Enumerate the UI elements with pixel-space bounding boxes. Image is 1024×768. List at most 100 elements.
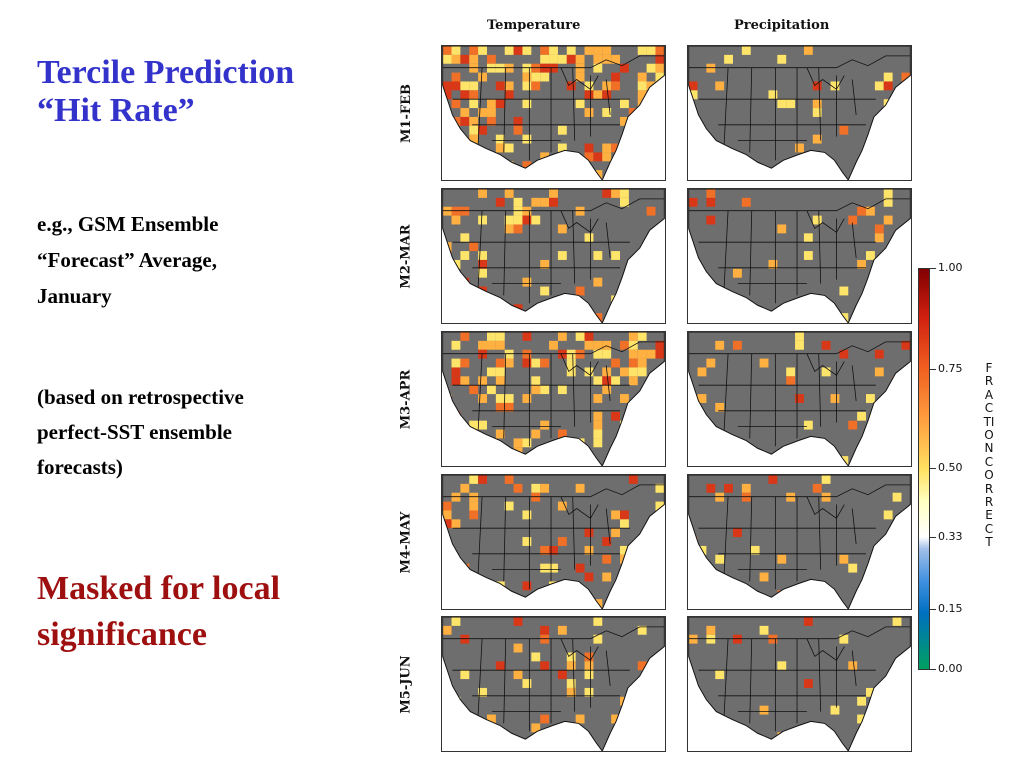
masked-line-2: significance — [37, 616, 207, 653]
map-precipitation-m1 — [687, 45, 912, 181]
hit-rate-cell — [522, 332, 532, 341]
hit-rate-cell — [803, 617, 813, 626]
state-border — [503, 496, 507, 582]
hit-rate-cell — [732, 340, 742, 350]
hit-rate-cell — [513, 197, 523, 207]
hit-rate-cell — [637, 46, 647, 55]
hit-rate-cell — [637, 152, 647, 162]
hit-rate-cell — [830, 81, 840, 91]
hit-rate-cell — [777, 590, 787, 600]
hit-rate-cell — [495, 322, 505, 323]
hit-rate-cell — [901, 268, 911, 278]
hit-rate-cell — [442, 465, 452, 466]
masked-note: Masked for local significance — [37, 566, 357, 658]
hit-rate-cell — [637, 625, 647, 635]
hit-rate-cell — [486, 179, 496, 180]
hit-rate-cell — [540, 259, 550, 269]
hit-rate-cell — [602, 90, 612, 100]
hit-rate-cell — [593, 90, 603, 100]
state-border — [806, 67, 845, 90]
hit-rate-cell — [451, 519, 461, 529]
state-border — [477, 496, 483, 574]
state-border — [503, 67, 507, 153]
hit-rate-cell — [901, 72, 911, 82]
hit-rate-cell — [741, 197, 751, 207]
hit-rate-cell — [706, 625, 716, 635]
hit-rate-cell — [575, 206, 585, 216]
hit-rate-cell — [655, 519, 665, 529]
hit-rate-cell — [451, 206, 461, 216]
hit-rate-cell — [460, 116, 470, 126]
coastline — [442, 189, 665, 323]
hit-rate-cell — [620, 197, 629, 207]
hit-rate-cell — [874, 608, 884, 609]
hit-rate-cell — [486, 456, 496, 466]
state-border — [572, 353, 576, 427]
hit-rate-cell — [866, 732, 875, 742]
hit-rate-cell — [883, 447, 893, 457]
state-border — [806, 210, 845, 233]
hit-rate-cell — [602, 340, 612, 350]
hit-rate-cell — [442, 179, 452, 180]
hit-rate-cell — [593, 179, 603, 180]
hit-rate-cell — [637, 367, 647, 377]
hit-rate-cell — [795, 332, 804, 341]
hit-rate-cell — [442, 447, 452, 457]
hit-rate-cell — [469, 723, 479, 733]
hit-rate-cell — [549, 46, 558, 55]
hit-rate-cell — [557, 54, 567, 64]
hit-rate-cell — [451, 161, 461, 171]
row-label-m5: M5-JUN — [398, 654, 414, 714]
hit-rate-cell — [540, 197, 550, 207]
hit-rate-cell — [866, 687, 875, 697]
hit-rate-cell — [655, 81, 665, 91]
hit-rate-cell — [460, 233, 470, 243]
hit-rate-cell — [584, 143, 594, 153]
hit-rate-cell — [759, 750, 769, 751]
hit-rate-cell — [486, 108, 496, 117]
hit-rate-cell — [803, 420, 813, 430]
hit-rate-cell — [732, 634, 742, 644]
hit-rate-cell — [460, 206, 470, 216]
hit-rate-cell — [495, 367, 505, 377]
hit-rate-cell — [442, 599, 452, 609]
hit-rate-cell — [522, 46, 532, 55]
state-border — [688, 198, 911, 212]
hit-rate-cell — [486, 367, 496, 377]
hit-rate-cell — [848, 563, 858, 573]
hit-rate-cell — [451, 46, 461, 55]
hit-rate-cell — [575, 714, 585, 724]
hit-rate-cell — [469, 125, 479, 135]
hit-rate-cell — [637, 349, 647, 359]
hit-rate-cell — [602, 152, 612, 162]
hit-rate-cell — [628, 108, 638, 117]
hit-rate-cell — [688, 581, 698, 591]
hit-rate-cell — [575, 483, 585, 493]
hit-rate-cell — [715, 81, 725, 91]
hit-rate-cell — [566, 741, 576, 751]
hit-rate-cell — [504, 456, 514, 466]
hit-rate-cell — [857, 696, 867, 706]
hit-rate-cell — [469, 46, 479, 55]
basis-note: (based on retrospective perfect-SST ense… — [37, 380, 337, 485]
state-border — [442, 55, 665, 69]
hit-rate-cell — [777, 554, 787, 564]
row-label-m1: M1-FEB — [398, 83, 414, 143]
hit-rate-cell — [874, 545, 884, 555]
hit-rate-cell — [593, 429, 603, 439]
hit-rate-cell — [531, 215, 541, 225]
hit-rate-cell — [549, 465, 558, 466]
hit-rate-cell — [620, 170, 629, 180]
hit-rate-cell — [495, 402, 505, 412]
hit-rate-cell — [460, 179, 470, 180]
state-border — [688, 484, 911, 498]
state-border — [818, 210, 822, 284]
hit-rate-cell — [584, 108, 594, 117]
hit-rate-cell — [495, 376, 505, 386]
hit-rate-cell — [620, 99, 629, 109]
state-border — [442, 626, 665, 640]
column-header-precipitation: Precipitation — [734, 18, 830, 33]
hit-rate-cell — [602, 385, 612, 395]
hit-rate-cell — [575, 322, 585, 323]
hit-rate-cell — [892, 242, 902, 252]
